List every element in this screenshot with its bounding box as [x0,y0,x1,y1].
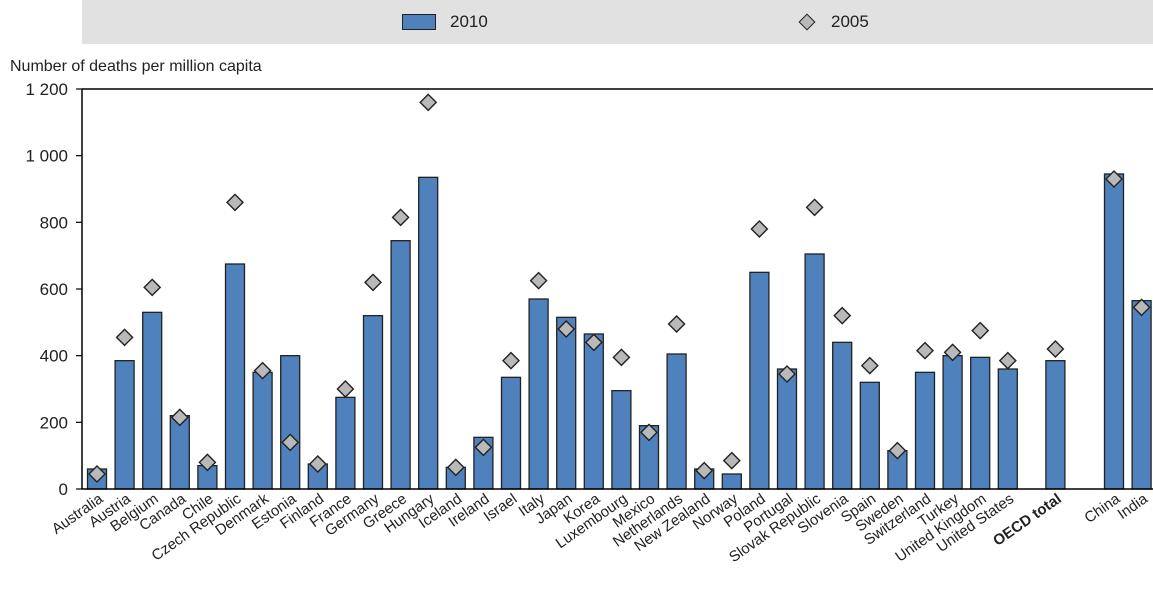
marker-2005 [253,361,272,380]
marker-2005 [281,433,300,452]
bar-2010 [224,263,246,490]
marker-2005 [778,365,796,383]
marker-2005 [584,333,603,352]
marker-2005 [612,348,631,367]
y-tick-label: 1 200 [25,80,68,99]
marker-2005 [226,193,244,212]
legend-item-2010[interactable]: 2010 [402,12,488,32]
bar-2010 [749,271,770,490]
y-tick-label: 800 [40,213,68,232]
bar-2010 [611,390,632,490]
bar-2010 [583,333,604,490]
marker-2005 [722,451,741,470]
marker-2005 [1132,298,1151,317]
legend: 2010 2005 [82,0,1153,44]
marker-2005 [860,356,879,375]
bar-2010 [390,240,411,490]
bar-2010 [832,341,853,490]
marker-2005 [391,208,410,227]
bar-2010 [142,311,163,490]
bar-2010 [556,316,577,490]
marker-2005 [170,408,189,427]
marker-2005 [916,341,934,360]
bar-2010 [500,376,522,490]
marker-2005 [971,321,990,340]
bar-2010 [1045,360,1066,490]
bar-2010 [280,355,301,490]
bar-2010 [942,355,963,490]
bar-2010 [169,415,190,490]
bar-2010 [252,371,273,490]
marker-2005 [364,273,382,292]
marker-2005 [557,320,576,338]
bar-2010 [335,396,356,490]
legend-bar-swatch [402,14,436,30]
marker-2005 [1046,340,1065,358]
bar-2010 [776,368,798,490]
bar-2010 [114,360,135,490]
bar-2010 [1131,300,1152,490]
bar-2010 [970,356,991,490]
marker-2005 [198,453,217,472]
marker-2005 [667,315,686,333]
y-tick-label: 400 [40,347,68,366]
y-axis-title: Number of deaths per million capita [10,58,262,75]
marker-2005 [833,306,852,325]
marker-2005 [805,198,824,217]
marker-2005 [474,438,493,457]
marker-2005 [695,461,714,480]
marker-2005 [308,455,327,473]
marker-2005 [502,351,520,370]
bar-2010 [418,176,439,490]
marker-2005 [529,271,548,290]
marker-2005 [1105,170,1123,188]
marker-2005 [88,465,106,483]
marker-2005 [446,458,465,477]
marker-2005 [115,328,134,347]
bar-2010 [914,371,936,490]
x-tick-label: India [1114,490,1151,523]
bar-2010 [804,253,825,490]
marker-2005 [750,220,769,238]
bar-2010 [1103,173,1125,490]
y-tick-label: 0 [59,480,68,499]
y-tick-label: 200 [40,413,68,432]
legend-label-2005: 2005 [831,12,869,31]
marker-2005 [336,380,355,398]
bar-2010 [528,298,549,490]
bar-2010 [362,315,384,490]
legend-label-2010: 2010 [450,12,488,31]
marker-2005 [888,441,907,460]
bar-2010 [666,353,687,490]
bar-2010 [721,473,742,490]
marker-2005 [640,423,658,442]
marker-2005 [998,351,1017,370]
marker-2005 [419,93,438,112]
marker-2005 [943,343,962,362]
y-tick-label: 1 000 [25,147,68,166]
legend-item-2005[interactable]: 2005 [797,12,869,32]
marker-2005 [143,278,162,297]
bar-2010 [859,381,880,490]
y-tick-label: 600 [40,280,68,299]
bar-2010 [997,368,1018,490]
